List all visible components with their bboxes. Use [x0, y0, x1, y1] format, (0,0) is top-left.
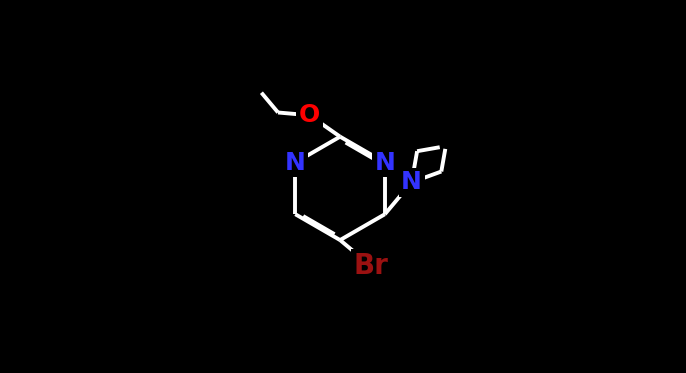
- Text: Br: Br: [353, 252, 388, 280]
- Text: N: N: [375, 151, 395, 175]
- Text: N: N: [285, 151, 306, 175]
- Text: N: N: [401, 170, 422, 194]
- Text: O: O: [299, 103, 320, 127]
